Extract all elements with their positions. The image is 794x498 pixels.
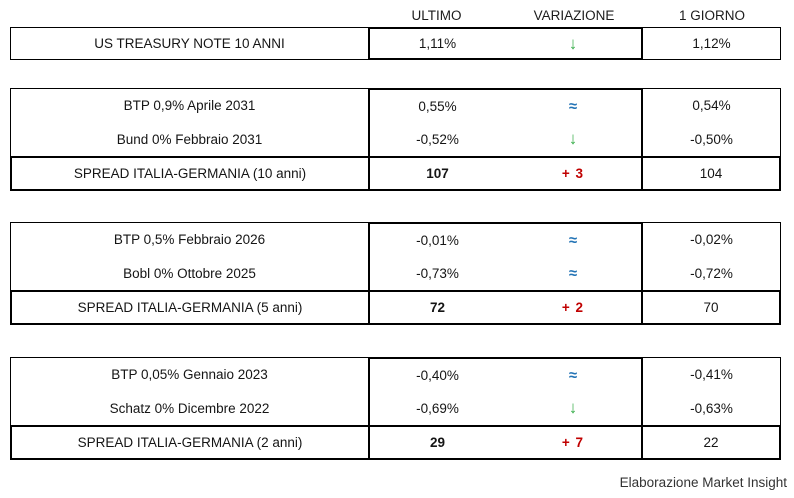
spread-change-value: + 7 <box>561 435 585 450</box>
down-arrow-icon: ↓ <box>568 398 578 417</box>
giorno-value: -0,02% <box>643 222 781 256</box>
variazione-cell: ≈ <box>505 222 643 256</box>
spread-change-value: + 3 <box>561 166 585 181</box>
block-spread-10-anni: BTP 0,9% Aprile 2031 0,55% ≈ 0,54% Bund … <box>10 88 794 191</box>
spread-ultimo-value: 107 <box>368 156 505 191</box>
ultimo-value: -0,01% <box>368 222 505 256</box>
source-credit: Elaborazione Market Insight <box>619 475 787 490</box>
approx-equal-icon: ≈ <box>568 264 578 282</box>
variazione-cell: ≈ <box>505 357 643 391</box>
variazione-cell: ≈ <box>505 256 643 290</box>
header-spacer <box>10 4 368 27</box>
down-arrow-icon: ↓ <box>568 129 578 148</box>
instrument-label: Schatz 0% Dicembre 2022 <box>10 391 368 425</box>
approx-equal-icon: ≈ <box>568 231 578 249</box>
variazione-cell: ↓ <box>505 27 643 60</box>
spread-variazione-cell: + 7 <box>505 425 643 460</box>
instrument-label: BTP 0,05% Gennaio 2023 <box>10 357 368 391</box>
block-spread-2-anni: BTP 0,05% Gennaio 2023 -0,40% ≈ -0,41% S… <box>10 357 794 460</box>
giorno-value: -0,41% <box>643 357 781 391</box>
approx-equal-icon: ≈ <box>568 97 578 115</box>
ultimo-value: 0,55% <box>368 88 505 122</box>
ultimo-value: -0,52% <box>368 122 505 156</box>
column-header-ultimo: ULTIMO <box>411 8 462 23</box>
spread-variazione-cell: + 3 <box>505 156 643 191</box>
instrument-label: US TREASURY NOTE 10 ANNI <box>10 27 368 60</box>
giorno-value: -0,50% <box>643 122 781 156</box>
column-header-1-giorno: 1 GIORNO <box>678 8 745 23</box>
instrument-label: Bobl 0% Ottobre 2025 <box>10 256 368 290</box>
variazione-cell: ≈ <box>505 88 643 122</box>
variazione-cell: ↓ <box>505 391 643 425</box>
ultimo-value: -0,69% <box>368 391 505 425</box>
spread-giorno-value: 22 <box>643 425 781 460</box>
spread-change-value: + 2 <box>561 300 585 315</box>
column-header-variazione: VARIAZIONE <box>533 8 615 23</box>
down-arrow-icon: ↓ <box>568 33 578 53</box>
spread-label: SPREAD ITALIA-GERMANIA (5 anni) <box>10 290 368 325</box>
spread-ultimo-value: 29 <box>368 425 505 460</box>
column-headers: ULTIMO VARIAZIONE 1 GIORNO <box>10 4 794 27</box>
spread-giorno-value: 70 <box>643 290 781 325</box>
spread-variazione-cell: + 2 <box>505 290 643 325</box>
ultimo-value: -0,73% <box>368 256 505 290</box>
spread-label: SPREAD ITALIA-GERMANIA (10 anni) <box>10 156 368 191</box>
spread-giorno-value: 104 <box>643 156 781 191</box>
variazione-cell: ↓ <box>505 122 643 156</box>
giorno-value: 0,54% <box>643 88 781 122</box>
block-us-treasury: US TREASURY NOTE 10 ANNI 1,11% ↓ 1,12% <box>10 27 794 60</box>
giorno-value: -0,72% <box>643 256 781 290</box>
instrument-label: BTP 0,5% Febbraio 2026 <box>10 222 368 256</box>
approx-equal-icon: ≈ <box>568 366 578 384</box>
spread-ultimo-value: 72 <box>368 290 505 325</box>
giorno-value: 1,12% <box>643 27 781 60</box>
spread-label: SPREAD ITALIA-GERMANIA (2 anni) <box>10 425 368 460</box>
ultimo-value: 1,11% <box>368 27 505 60</box>
block-spread-5-anni: BTP 0,5% Febbraio 2026 -0,01% ≈ -0,02% B… <box>10 222 794 325</box>
instrument-label: Bund 0% Febbraio 2031 <box>10 122 368 156</box>
instrument-label: BTP 0,9% Aprile 2031 <box>10 88 368 122</box>
giorno-value: -0,63% <box>643 391 781 425</box>
ultimo-value: -0,40% <box>368 357 505 391</box>
